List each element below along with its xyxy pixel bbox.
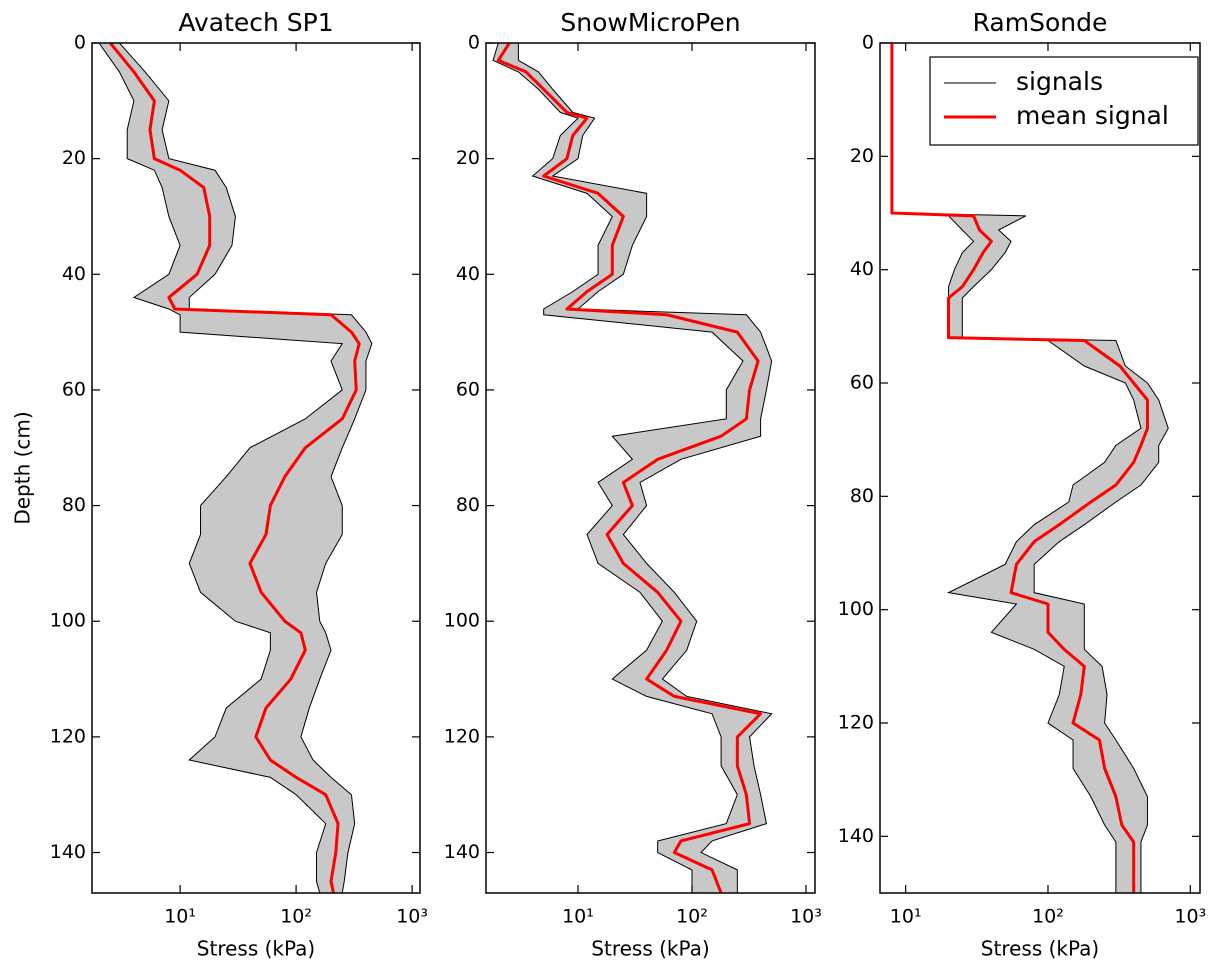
y-tick-label: 140 (50, 841, 86, 863)
y-tick-label: 20 (456, 147, 480, 169)
x-axis-label: Stress (kPa) (591, 937, 709, 961)
plot-frame (485, 42, 816, 894)
y-tick-label: 0 (862, 32, 874, 54)
panel-title: SnowMicroPen (560, 8, 740, 37)
plot-frame (91, 42, 421, 894)
x-tick-label: 10² (280, 906, 312, 928)
y-tick-label: 140 (444, 841, 480, 863)
mean-line (496, 43, 763, 893)
x-tick-label: 10³ (790, 906, 822, 928)
y-tick-label: 60 (456, 378, 480, 400)
y-tick-label: 80 (62, 494, 86, 516)
signal-band (98, 43, 373, 893)
y-tick-label: 40 (456, 263, 480, 285)
x-tick-label: 10¹ (562, 906, 594, 928)
y-tick-label: 120 (50, 725, 86, 747)
y-tick-label: 80 (850, 485, 874, 507)
y-tick-label: 140 (838, 825, 874, 847)
x-tick-label: 10¹ (890, 906, 922, 928)
x-tick-label: 10² (676, 906, 708, 928)
y-tick-label: 0 (468, 32, 480, 54)
panel: 0 20 40 60 80 100 120 140 10¹ 10² 10³ SnowMicroPen S… (444, 8, 822, 961)
signal-band (891, 43, 1169, 893)
y-tick-label: 60 (62, 378, 86, 400)
x-axis-label: Stress (kPa) (197, 937, 315, 961)
x-tick-label: 10³ (396, 906, 428, 928)
x-tick-label: 10² (1032, 906, 1064, 928)
y-tick-label: 0 (74, 32, 86, 54)
y-tick-label: 20 (850, 145, 874, 167)
y-tick-label: 20 (62, 147, 86, 169)
y-tick-label: 120 (444, 725, 480, 747)
y-tick-label: 100 (50, 610, 86, 632)
legend-label: signals (1016, 67, 1103, 96)
panel: 0 20 40 60 80 100 120 140 10¹ 10² 10³ RamSonde Stres… (838, 8, 1206, 961)
y-tick-label: 80 (456, 494, 480, 516)
legend-label: mean signal (1016, 101, 1169, 130)
mean-line (890, 43, 1149, 893)
x-tick-label: 10³ (1174, 906, 1206, 928)
y-tick-label: 120 (838, 712, 874, 734)
y-tick-label: 100 (444, 610, 480, 632)
panel-title: RamSonde (973, 8, 1108, 37)
x-axis-label: Stress (kPa) (981, 937, 1099, 961)
y-tick-label: 100 (838, 598, 874, 620)
legend-box (929, 56, 1199, 146)
panel: 0 20 40 60 80 100 120 140 10¹ 10² 10³ Avatech SP1 St… (11, 8, 428, 961)
y-axis-label: Depth (cm) (11, 411, 35, 524)
plot-frame (879, 42, 1201, 894)
y-tick-label: 40 (850, 258, 874, 280)
y-tick-label: 60 (850, 372, 874, 394)
x-tick-label: 10¹ (164, 906, 196, 928)
signal-band (492, 43, 773, 893)
mean-line (109, 43, 361, 893)
y-tick-label: 40 (62, 263, 86, 285)
panel-title: Avatech SP1 (178, 8, 333, 37)
